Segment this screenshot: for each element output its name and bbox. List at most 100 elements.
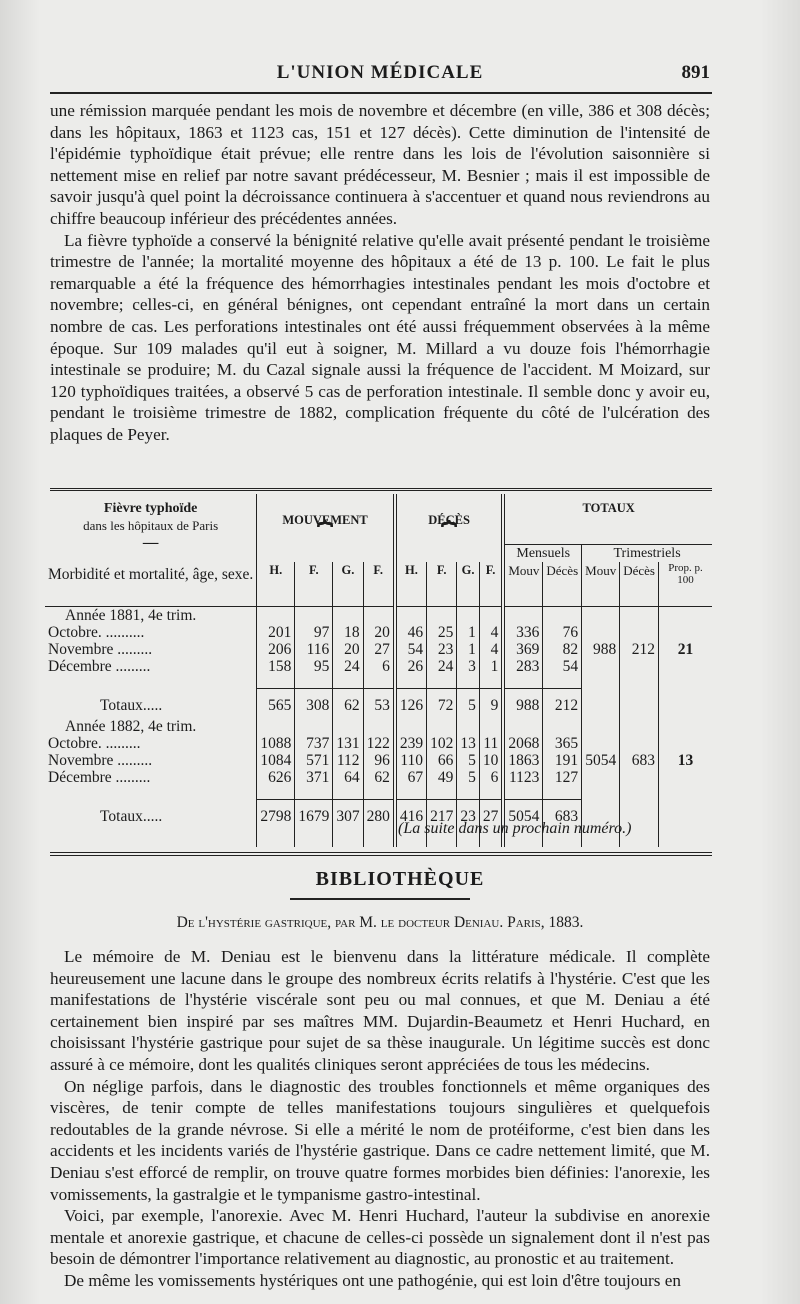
- sub-mensuels: Mensuels: [501, 544, 582, 562]
- running-header: L'UNION MÉDICALE 891: [50, 58, 710, 88]
- sub-trimestriels: Trimestriels: [581, 544, 712, 562]
- cell: 5: [456, 768, 480, 786]
- total-cell: 27: [478, 799, 504, 829]
- cell: 1123: [501, 768, 543, 786]
- cell: 13: [456, 734, 480, 752]
- cell: 127: [542, 768, 582, 786]
- total-cell: 1679: [294, 799, 333, 829]
- cell: 239: [392, 734, 427, 752]
- trim-deces: 212: [619, 640, 659, 658]
- cell: 11: [478, 734, 504, 752]
- total-cell: 5: [456, 688, 480, 718]
- section-label: Année 1881, 4e trim.: [65, 606, 197, 624]
- trim-mouv: 988: [581, 640, 620, 658]
- cell: 76: [542, 623, 582, 641]
- row-header: Morbidité et mortalité, âge, sexe.: [48, 565, 254, 583]
- cell: 4: [478, 623, 504, 641]
- dash: —: [142, 534, 159, 551]
- cell: 54: [392, 640, 427, 658]
- cell: 122: [362, 734, 395, 752]
- cell: 131: [332, 734, 364, 752]
- total-cell: 308: [294, 688, 333, 718]
- cell: 1863: [501, 751, 543, 769]
- group-totaux: TOTAUX: [501, 494, 712, 545]
- row-label: Novembre .........: [48, 751, 153, 769]
- col-header: Mouv: [581, 561, 620, 606]
- cell: 1: [456, 640, 480, 658]
- cell: 82: [542, 640, 582, 658]
- heading-underline: [290, 898, 470, 900]
- trim-prop: 21: [657, 640, 712, 658]
- row-label: Octobre. .........: [48, 734, 141, 752]
- cell: 64: [332, 768, 364, 786]
- cell: 571: [294, 751, 333, 769]
- cell: 365: [542, 734, 582, 752]
- col-header: Décès: [542, 561, 582, 606]
- total-cell: 280: [362, 799, 395, 829]
- cell: 20: [332, 640, 364, 658]
- cell: 102: [426, 734, 457, 752]
- total-cell: 9: [478, 688, 504, 718]
- cell: 24: [426, 657, 457, 675]
- cell: 1088: [256, 734, 295, 752]
- cell: 95: [294, 657, 333, 675]
- continuation-note: (La suite dans un prochain numéro.): [398, 820, 632, 837]
- col-header: F.: [362, 561, 395, 606]
- totals-row: Totaux..... 2798 1679 307 280 416 217 23 27 5054 6…: [45, 799, 712, 829]
- col-header: Prop. p. 100: [657, 561, 712, 606]
- table-top-rule: [50, 488, 712, 491]
- total-cell: 23: [456, 799, 480, 829]
- total-cell: 565: [256, 688, 295, 718]
- table-body: Année 1881, 4e trim. Octobre. .......... 2…: [45, 606, 712, 847]
- cell: 1084: [256, 751, 295, 769]
- cell: 283: [501, 657, 543, 675]
- cell: 49: [426, 768, 457, 786]
- col-header: H.: [392, 561, 427, 606]
- cell: 158: [256, 657, 295, 675]
- total-cell: 62: [332, 688, 364, 718]
- paragraph: Le mémoire de M. Deniau est le bienvenu …: [50, 947, 710, 1074]
- section-heading: BIBLIOTHÈQUE: [315, 868, 485, 890]
- trim-mouv: 5054: [581, 751, 620, 769]
- cell: 20: [362, 623, 395, 641]
- header-rule: [50, 92, 712, 94]
- trim-deces: 683: [619, 751, 659, 769]
- section-rule: [50, 852, 712, 856]
- row-label: Novembre .........: [48, 640, 153, 658]
- paragraph: Voici, par exemple, l'anorexie. Avec M. …: [50, 1206, 710, 1269]
- totals-label: Totaux.....: [100, 696, 163, 714]
- cell: 54: [542, 657, 582, 675]
- group-deces: DÉCÈS ⏞: [392, 494, 504, 549]
- cell: 24: [332, 657, 364, 675]
- col-header: F.: [478, 561, 504, 606]
- cell: 191: [542, 751, 582, 769]
- cell: 6: [478, 768, 504, 786]
- cell: 2068: [501, 734, 543, 752]
- col-header: G.: [332, 561, 364, 606]
- cell: 626: [256, 768, 295, 786]
- col-header: Mouv: [501, 561, 543, 606]
- cell: 369: [501, 640, 543, 658]
- typhoid-statistics-table: Fièvre typhoïde dans les hôpitaux de Par…: [45, 494, 712, 847]
- table-title: Fièvre typhoïde: [103, 501, 198, 516]
- total-cell: 72: [426, 688, 457, 718]
- total-cell: 217: [426, 799, 457, 829]
- cell: 201: [256, 623, 295, 641]
- row-label: Décembre .........: [48, 657, 151, 675]
- section-label: Année 1882, 4e trim.: [65, 717, 197, 735]
- col-header: F.: [294, 561, 333, 606]
- total-cell: 2798: [256, 799, 295, 829]
- total-cell: 988: [501, 688, 543, 718]
- cell: 96: [362, 751, 395, 769]
- table-row: Décembre ......... 158 95 24 6 26 24 3 1 283 54: [45, 657, 712, 675]
- table-subtitle: dans les hôpitaux de Paris: [83, 518, 219, 533]
- book-title: De l'hystérie gastrique, par M. le docte…: [176, 914, 584, 931]
- cell: 6: [362, 657, 395, 675]
- cell: 116: [294, 640, 333, 658]
- cell: 206: [256, 640, 295, 658]
- col-header: F.: [426, 561, 457, 606]
- total-cell: 683: [542, 799, 582, 829]
- cell: 112: [332, 751, 364, 769]
- paragraph: La fièvre typhoïde a conservé la bénigni…: [50, 230, 710, 444]
